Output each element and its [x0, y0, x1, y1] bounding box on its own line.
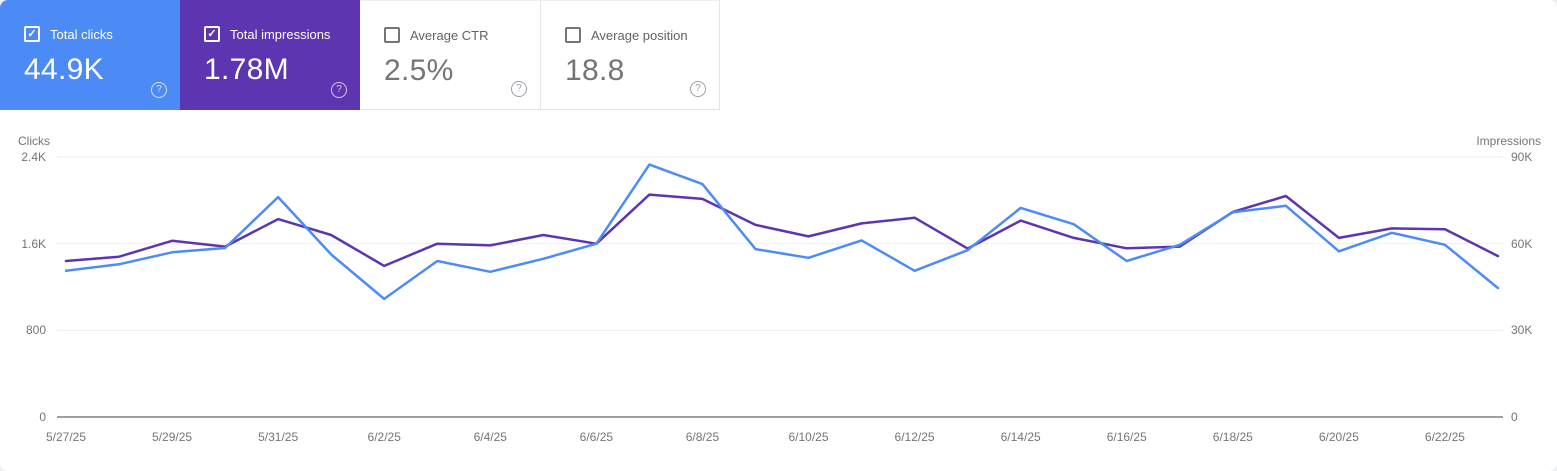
card-value: 2.5% — [384, 54, 454, 87]
x-axis-tick: 6/18/25 — [1212, 430, 1253, 444]
x-axis-tick: 6/20/25 — [1318, 430, 1359, 444]
x-axis-tick: 6/12/25 — [894, 430, 935, 444]
help-icon[interactable]: ? — [151, 82, 167, 98]
x-axis-tick: 6/4/25 — [473, 430, 507, 444]
y-axis-tick-right: 30K — [1511, 323, 1533, 338]
card-value: 18.8 — [565, 54, 625, 87]
x-axis-tick: 6/10/25 — [788, 430, 829, 444]
clicks-line[interactable] — [64, 163, 1500, 301]
y-axis-tick-left: 0 — [39, 410, 46, 424]
card-total-impressions[interactable]: ✓ Total impressions 1.78M ? — [180, 0, 360, 110]
x-axis-tick: 6/22/25 — [1424, 430, 1465, 444]
card-average-ctr[interactable]: Average CTR 2.5% ? — [360, 0, 540, 110]
x-axis-tick: 6/6/25 — [579, 430, 614, 444]
card-header: ✓ Total impressions — [204, 26, 360, 42]
card-label: Total clicks — [50, 26, 113, 42]
checkbox-total-impressions[interactable]: ✓ — [204, 26, 220, 42]
y-axis-tick-right: 90K — [1511, 150, 1533, 164]
card-header: Average CTR — [384, 27, 540, 43]
card-header: ✓ Total clicks — [24, 26, 180, 42]
card-value: 1.78M — [204, 53, 289, 86]
card-total-clicks[interactable]: ✓ Total clicks 44.9K ? — [0, 0, 180, 110]
checkbox-average-position[interactable] — [565, 27, 581, 43]
checkbox-average-ctr[interactable] — [384, 27, 400, 43]
y-axis-tick-left: 800 — [25, 323, 46, 338]
y-axis-tick-right: 0 — [1511, 410, 1518, 424]
x-axis-tick: 6/14/25 — [1000, 430, 1041, 444]
help-icon[interactable]: ? — [331, 82, 347, 98]
checkbox-total-clicks[interactable]: ✓ — [24, 26, 40, 42]
metric-cards-row: ✓ Total clicks 44.9K ? ✓ Total impressio… — [0, 0, 720, 110]
left-axis-title: Clicks — [18, 134, 50, 148]
y-axis-tick-left: 1.6K — [21, 236, 46, 251]
card-value: 44.9K — [24, 53, 104, 86]
x-axis-tick: 6/8/25 — [685, 430, 720, 444]
x-axis-tick: 5/29/25 — [152, 430, 193, 444]
x-axis-tick: 6/16/25 — [1106, 430, 1147, 444]
help-icon[interactable]: ? — [690, 81, 706, 97]
x-axis-tick: 6/2/25 — [367, 430, 401, 444]
help-icon[interactable]: ? — [511, 81, 527, 97]
y-axis-tick-left: 2.4K — [21, 150, 46, 164]
card-average-position[interactable]: Average position 18.8 ? — [540, 0, 720, 110]
card-label: Average position — [591, 27, 688, 43]
x-axis-tick: 5/27/25 — [45, 430, 87, 444]
x-axis-tick: 5/31/25 — [258, 430, 299, 444]
y-axis-tick-right: 60K — [1511, 236, 1533, 251]
card-header: Average position — [565, 27, 719, 43]
right-axis-title: Impressions — [1476, 134, 1541, 148]
card-label: Total impressions — [230, 26, 331, 42]
card-label: Average CTR — [410, 27, 489, 43]
